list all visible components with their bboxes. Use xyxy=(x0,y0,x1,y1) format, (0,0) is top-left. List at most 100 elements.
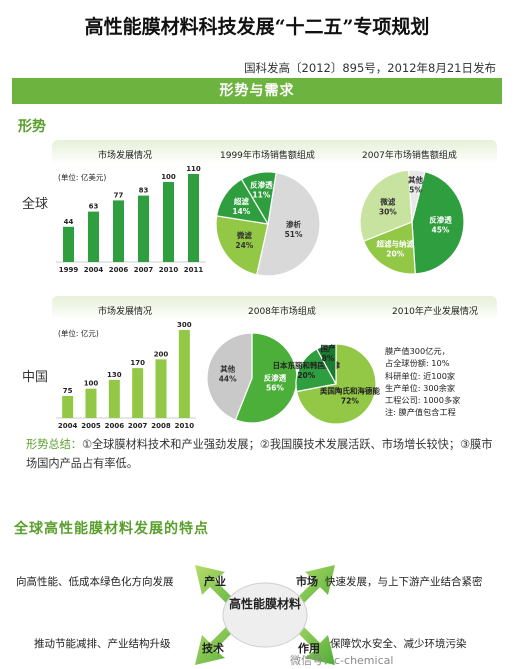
pie-slice-value: 8% xyxy=(322,354,335,363)
center-ellipse xyxy=(222,582,308,648)
bar-value-label: 110 xyxy=(186,165,201,173)
bar-value-label: 77 xyxy=(114,191,124,199)
x-tick-label: 2004 xyxy=(84,266,104,274)
bar-2006 xyxy=(113,200,124,262)
global-panel xyxy=(52,140,497,288)
feature-industry-key: 产业 xyxy=(204,575,226,588)
pie-slice-value: 45% xyxy=(431,226,449,235)
bar-2008 xyxy=(155,359,167,418)
pie-slice-label: 微滤 xyxy=(379,197,395,207)
x-tick-label: 2004 xyxy=(58,422,78,430)
summary-label: 形势总结： xyxy=(26,438,82,451)
summary-text: ①全球膜材料技术和产业强劲发展；②我国膜技术发展活跃、市场增长较快；③膜市场国内… xyxy=(26,438,493,470)
note-line: 工程公司: 1000多家 xyxy=(385,395,461,406)
center-label: 高性能膜材料 xyxy=(228,597,301,611)
pie-slice-超滤与纳滤 xyxy=(362,221,416,275)
feature-role-key: 作用 xyxy=(298,642,320,655)
note-line: 膜产值300亿元， xyxy=(385,346,450,356)
pie-slice-国产 xyxy=(315,343,337,385)
x-tick-label: 2010 xyxy=(175,422,195,430)
x-tick-label: 2005 xyxy=(81,422,101,430)
bar-2007 xyxy=(138,195,149,262)
bar-2010 xyxy=(163,182,174,262)
pie-slice-value: 51% xyxy=(285,230,303,239)
pie-slice-label: 微滤 xyxy=(236,230,252,240)
pie-slice-value: 11% xyxy=(252,190,270,199)
page-subtitle: 国科发高〔2012〕895号，2012年8月21日发布 xyxy=(244,61,496,75)
china-panel xyxy=(52,296,497,444)
global-pie1-title: 1999年市场销售额组成 xyxy=(220,151,315,161)
x-tick-label: 2010 xyxy=(159,266,179,274)
features-diagram xyxy=(195,565,335,665)
pie-slice-value: 20% xyxy=(386,249,404,258)
bar-1999 xyxy=(63,226,74,262)
bar-2004 xyxy=(62,396,74,418)
x-tick-label: 2007 xyxy=(134,266,154,274)
note-line: 科研单位: 近100家 xyxy=(385,370,456,381)
bar-unit-label: (单位: 亿美元) xyxy=(58,172,106,182)
global-pie2-title: 2007年市场销售额组成 xyxy=(362,151,457,161)
bar-value-label: 44 xyxy=(64,218,74,226)
pie-slice-label: 日本东丽和韩国熊津 xyxy=(273,360,341,370)
summary-paragraph: 形势总结：①全球膜材料技术和产业强劲发展；②我国膜技术发展活跃、市场增长较快；③… xyxy=(26,435,496,473)
pie-slice-label: 其他 xyxy=(408,175,423,185)
bar-2004 xyxy=(88,211,99,262)
china-pie2-title: 2010年产业发展情况 xyxy=(392,307,478,317)
bar-value-label: 63 xyxy=(89,203,99,211)
bar-2007 xyxy=(132,368,144,418)
pie-slice-反渗透 xyxy=(240,171,277,226)
pie-slice-value: 20% xyxy=(297,371,315,380)
note-line: 注: 膜产值包含工程 xyxy=(385,407,456,418)
global-side-label: 全球 xyxy=(22,197,49,212)
section-label-situation: 形势 xyxy=(18,119,46,135)
china-bar-title: 市场发展情况 xyxy=(98,307,153,317)
panel-header-strip xyxy=(52,140,497,164)
pie-slice-value: 44% xyxy=(219,374,237,383)
pie-slice-value: 24% xyxy=(235,241,253,250)
pie-slice-label: 反渗透 xyxy=(250,179,273,189)
x-tick-label: 2007 xyxy=(128,422,148,430)
feature-tech-key: 技术 xyxy=(202,642,224,655)
pie-slice-其他 xyxy=(408,169,426,223)
note-line: 生产单位: 300余家 xyxy=(385,382,456,393)
pie-slice-微滤 xyxy=(215,215,269,276)
bar-unit-label: (单位: 亿元) xyxy=(58,328,99,338)
pie-slice-value: 56% xyxy=(266,383,284,392)
pie-slice-反渗透 xyxy=(411,170,465,275)
bar-value-label: 300 xyxy=(177,321,192,329)
bar-2006 xyxy=(108,379,120,418)
pie-slice-value: 14% xyxy=(232,207,250,216)
pie-slice-其他 xyxy=(206,332,253,421)
pie-slice-label: 反渗透 xyxy=(264,372,287,382)
section-band: 形势与需求 xyxy=(12,78,502,104)
bar-2010 xyxy=(178,330,190,418)
panel-header-strip xyxy=(52,296,497,320)
pie-slice-value: 30% xyxy=(379,208,397,217)
china-pie1-title: 2008年市场组成 xyxy=(248,307,316,317)
feature-role-text: 保障饮水安全、减少环境污染 xyxy=(330,638,467,650)
pie-slice-value: 72% xyxy=(341,396,359,405)
bar-value-label: 83 xyxy=(139,187,149,195)
pie-slice-label: 其他 xyxy=(220,363,235,373)
pie-slice-label: 美国陶氏和海德能 xyxy=(320,385,380,395)
pie-slice-微滤 xyxy=(359,169,413,242)
china-side-label: 中国 xyxy=(22,370,49,385)
watermark: 微信号：c-chemical xyxy=(290,654,394,667)
feature-market-text: 快速发展，与上下游产业结合紧密 xyxy=(325,576,483,588)
pie-slice-日本东丽和韩国熊津 xyxy=(295,348,337,393)
note-line: 占全球份额: 10% xyxy=(385,358,450,369)
feature-tech-text: 推动节能减排、产业结构升级 xyxy=(34,638,171,650)
bar-value-label: 170 xyxy=(130,359,145,367)
bar-value-label: 75 xyxy=(63,387,73,395)
bar-value-label: 130 xyxy=(107,371,122,379)
bar-2011 xyxy=(188,174,199,262)
x-tick-label: 2006 xyxy=(105,422,125,430)
x-tick-label: 2011 xyxy=(184,266,204,274)
x-tick-label: 2006 xyxy=(109,266,129,274)
pie-slice-label: 国产 xyxy=(321,343,336,353)
global-bar-title: 市场发展情况 xyxy=(98,151,153,161)
x-tick-label: 1999 xyxy=(59,266,79,274)
pie-slice-label: 反渗透 xyxy=(429,215,452,225)
feature-market-key: 市场 xyxy=(296,575,318,588)
